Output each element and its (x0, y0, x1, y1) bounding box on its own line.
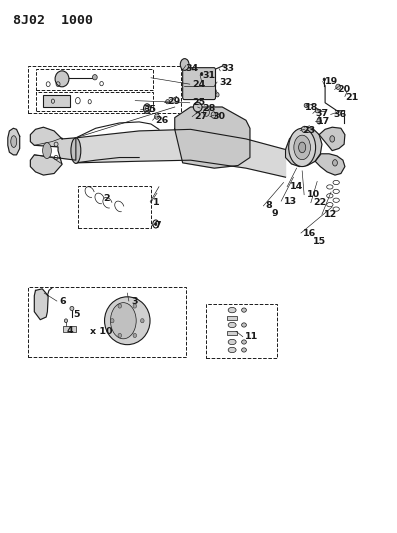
Polygon shape (319, 127, 345, 151)
Ellipse shape (166, 100, 170, 104)
Ellipse shape (336, 84, 341, 90)
Ellipse shape (180, 59, 189, 70)
Text: 19: 19 (325, 77, 338, 86)
Text: 5: 5 (73, 310, 79, 319)
Polygon shape (34, 289, 48, 320)
Text: 30: 30 (212, 112, 225, 121)
Polygon shape (8, 128, 20, 155)
Text: 28: 28 (202, 103, 216, 112)
Ellipse shape (304, 103, 308, 108)
Ellipse shape (294, 135, 310, 160)
Ellipse shape (200, 72, 203, 76)
Text: 10: 10 (306, 190, 320, 199)
Ellipse shape (330, 136, 335, 142)
Ellipse shape (302, 126, 308, 133)
Ellipse shape (133, 304, 137, 308)
Ellipse shape (242, 308, 247, 312)
Text: 31: 31 (202, 70, 216, 79)
Ellipse shape (228, 340, 236, 345)
Text: 21: 21 (345, 93, 358, 102)
Ellipse shape (118, 333, 121, 337)
Text: 29: 29 (167, 97, 180, 106)
Polygon shape (227, 316, 237, 320)
Text: 13: 13 (283, 197, 297, 206)
Ellipse shape (143, 104, 150, 114)
Polygon shape (227, 331, 237, 335)
Ellipse shape (216, 93, 219, 97)
Ellipse shape (70, 306, 74, 311)
Text: 22: 22 (313, 198, 326, 207)
Text: 23: 23 (303, 126, 316, 135)
Ellipse shape (110, 319, 114, 323)
Ellipse shape (317, 119, 322, 124)
Text: 32: 32 (220, 77, 233, 86)
Ellipse shape (193, 102, 202, 112)
Text: 8: 8 (266, 201, 272, 211)
Text: x 10: x 10 (90, 327, 112, 336)
FancyBboxPatch shape (63, 326, 76, 332)
Polygon shape (30, 127, 76, 175)
Ellipse shape (64, 319, 67, 322)
Text: 3: 3 (131, 296, 138, 305)
Ellipse shape (71, 138, 81, 164)
Text: 33: 33 (222, 64, 235, 73)
Polygon shape (43, 95, 70, 107)
Ellipse shape (110, 303, 136, 339)
Text: 34: 34 (186, 64, 199, 73)
Ellipse shape (315, 109, 319, 113)
Text: 2: 2 (103, 194, 110, 203)
Ellipse shape (141, 319, 144, 323)
Ellipse shape (228, 348, 236, 353)
Ellipse shape (133, 333, 137, 337)
FancyBboxPatch shape (183, 68, 216, 100)
Ellipse shape (323, 78, 326, 80)
Ellipse shape (299, 142, 306, 153)
Text: 14: 14 (289, 182, 303, 191)
Ellipse shape (154, 114, 159, 119)
Text: 17: 17 (317, 117, 330, 126)
Text: 15: 15 (312, 237, 326, 246)
Ellipse shape (104, 297, 150, 345)
Ellipse shape (289, 128, 316, 166)
Ellipse shape (118, 304, 121, 308)
Ellipse shape (242, 348, 247, 352)
Ellipse shape (11, 136, 17, 148)
Text: 4: 4 (67, 326, 73, 335)
Text: 12: 12 (324, 210, 337, 219)
Text: 6: 6 (59, 296, 66, 305)
Polygon shape (76, 130, 285, 177)
Ellipse shape (145, 107, 148, 111)
Text: 35: 35 (143, 105, 156, 114)
Ellipse shape (242, 323, 247, 327)
Text: 36: 36 (333, 110, 346, 119)
Ellipse shape (203, 108, 209, 116)
Ellipse shape (242, 340, 247, 344)
Text: 18: 18 (305, 102, 319, 111)
Text: 16: 16 (303, 229, 316, 238)
Ellipse shape (55, 71, 69, 87)
Ellipse shape (93, 75, 97, 80)
Polygon shape (175, 107, 250, 168)
Text: 27: 27 (195, 112, 208, 121)
Text: 24: 24 (193, 79, 206, 88)
Ellipse shape (154, 222, 157, 225)
Text: 11: 11 (245, 332, 258, 341)
Text: 20: 20 (337, 85, 350, 94)
Ellipse shape (228, 308, 236, 313)
Polygon shape (285, 127, 322, 166)
Text: 7: 7 (154, 221, 161, 230)
Ellipse shape (222, 64, 225, 67)
Polygon shape (315, 154, 345, 175)
Ellipse shape (211, 112, 216, 118)
Ellipse shape (333, 160, 337, 166)
Text: 1: 1 (153, 198, 160, 207)
Text: 25: 25 (193, 98, 206, 107)
Text: 8J02  1000: 8J02 1000 (13, 14, 93, 27)
Text: 37: 37 (315, 109, 328, 118)
Ellipse shape (42, 143, 51, 159)
Text: 26: 26 (155, 116, 168, 125)
Text: 9: 9 (272, 209, 278, 218)
Ellipse shape (228, 322, 236, 328)
